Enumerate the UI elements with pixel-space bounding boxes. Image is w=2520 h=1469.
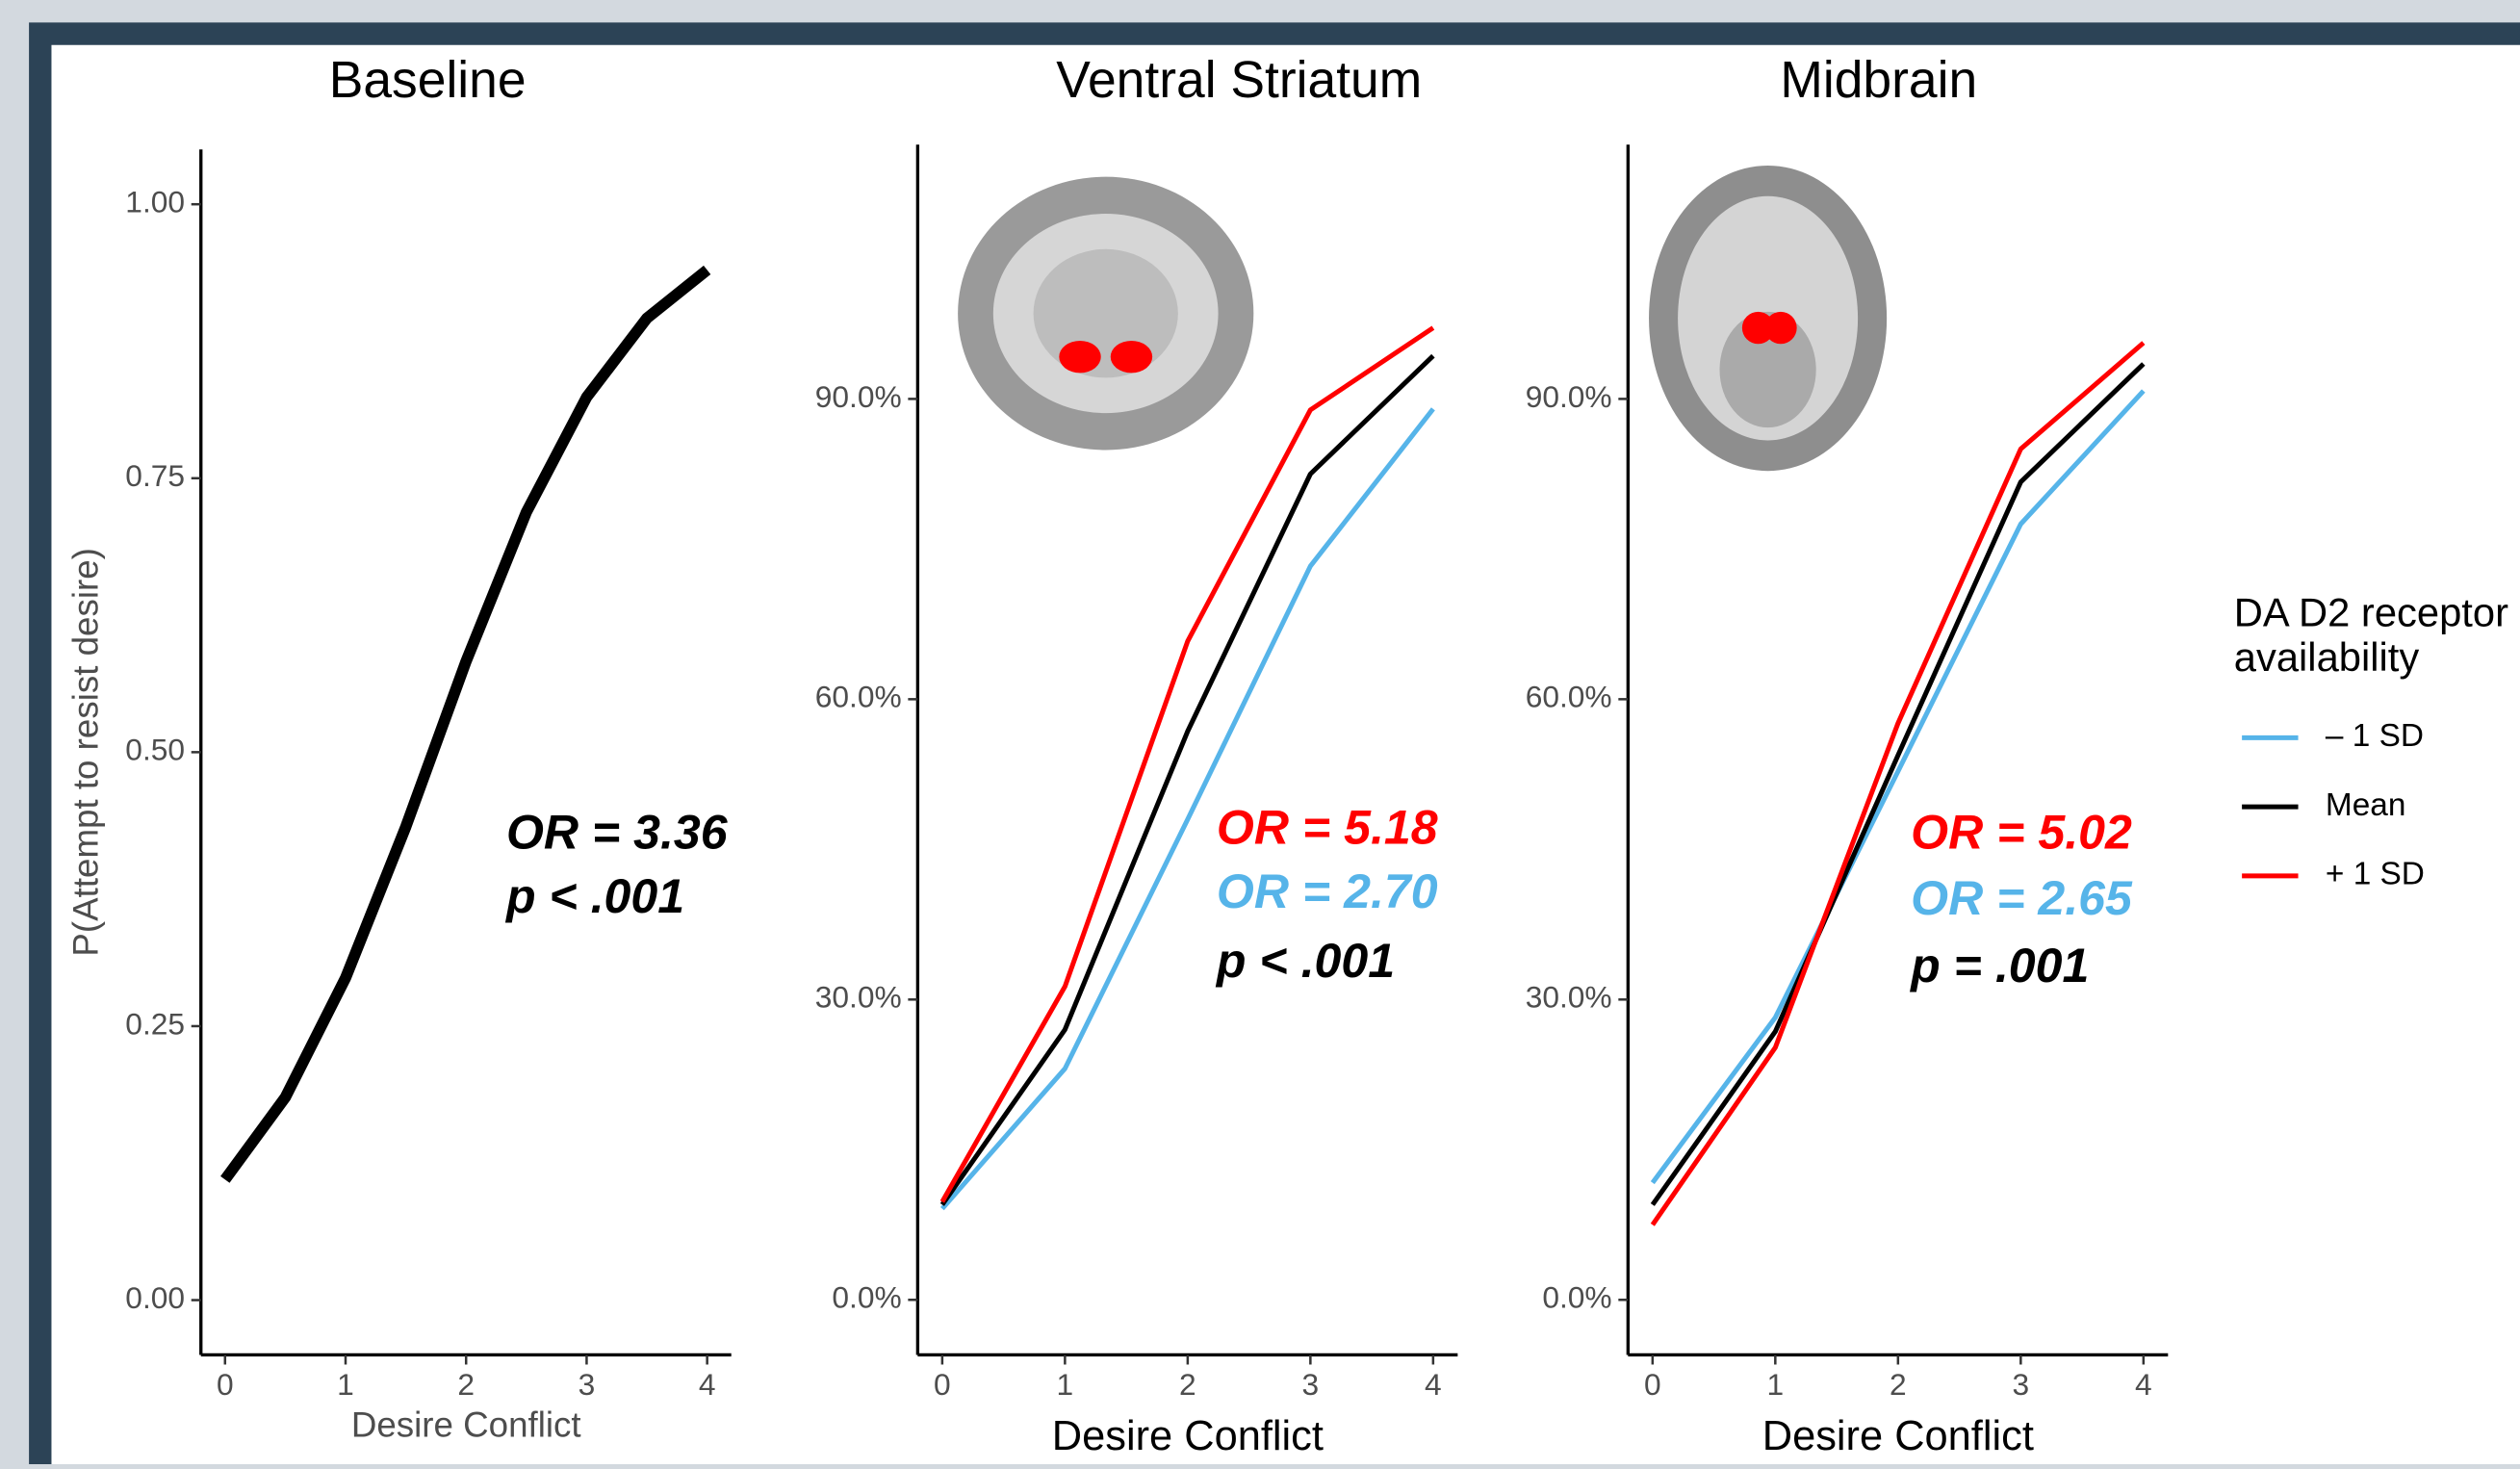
x-tick-label: 1 [1767, 1367, 1785, 1402]
annotation: OR = 5.18 [1217, 800, 1438, 854]
x-tick-label: 4 [2135, 1367, 2152, 1402]
x-tick-label: 1 [337, 1367, 354, 1402]
annotation: p = .001 [1909, 939, 2089, 992]
x-tick-label: 0 [217, 1367, 234, 1402]
x-tick-label: 1 [1057, 1367, 1074, 1402]
x-tick-label: 2 [1179, 1367, 1196, 1402]
y-tick-label: 0.0% [832, 1280, 901, 1315]
y-tick-label: 30.0% [1526, 980, 1612, 1015]
page: {"chart_data": [ {"type": "line", "title… [0, 0, 2520, 1464]
legend-title: DA D2 receptor [2234, 589, 2508, 634]
y-tick-label: 60.0% [1526, 680, 1612, 714]
x-tick-label: 2 [457, 1367, 475, 1402]
chart-title: Midbrain [1780, 52, 1977, 109]
legend-label: + 1 SD [2326, 857, 2425, 892]
figure: Baseline 0.00 0.25 0.50 0.75 1.00 0 1 2 3 4 Desire … [0, 0, 2520, 1464]
y-tick-label: 90.0% [815, 379, 902, 414]
chart-title: Ventral Striatum [1056, 52, 1422, 109]
x-tick-label: 3 [579, 1367, 596, 1402]
y-tick-label: 0.00 [125, 1280, 185, 1315]
y-tick-label: 0.50 [125, 733, 185, 767]
y-tick-label: 0.0% [1542, 1280, 1611, 1315]
chart-title: Baseline [329, 52, 527, 109]
annotation: OR = 5.02 [1911, 805, 2132, 859]
legend-label: – 1 SD [2326, 718, 2424, 754]
x-tick-label: 0 [934, 1367, 951, 1402]
y-tick-label: 60.0% [815, 680, 902, 714]
legend-title: availability [2234, 634, 2420, 680]
x-axis-label: Desire Conflict [351, 1405, 581, 1444]
annotation: p < .001 [504, 869, 684, 923]
annotation: OR = 3.36 [506, 805, 729, 859]
legend-label: Mean [2326, 787, 2406, 823]
x-axis-label: Desire Conflict [1052, 1413, 1324, 1459]
annotation: p < .001 [1215, 934, 1395, 988]
y-axis-label: P(Attempt to resist desire) [66, 548, 106, 956]
y-tick-label: 90.0% [1526, 379, 1612, 414]
panel [51, 45, 2520, 1464]
x-tick-label: 2 [1890, 1367, 1907, 1402]
x-tick-label: 3 [2013, 1367, 2030, 1402]
x-tick-label: 3 [1302, 1367, 1320, 1402]
y-tick-label: 1.00 [125, 185, 185, 219]
x-axis-label: Desire Conflict [1762, 1413, 2034, 1459]
x-tick-label: 4 [699, 1367, 716, 1402]
x-tick-label: 4 [1425, 1367, 1442, 1402]
brain-coronal [958, 177, 1253, 451]
y-tick-label: 0.25 [125, 1006, 185, 1041]
annotation: OR = 2.65 [1911, 871, 2133, 925]
y-tick-label: 0.75 [125, 458, 185, 493]
brain-axial [1649, 166, 1887, 471]
annotation: OR = 2.70 [1217, 864, 1438, 918]
y-tick-label: 30.0% [815, 980, 902, 1015]
x-tick-label: 0 [1644, 1367, 1661, 1402]
